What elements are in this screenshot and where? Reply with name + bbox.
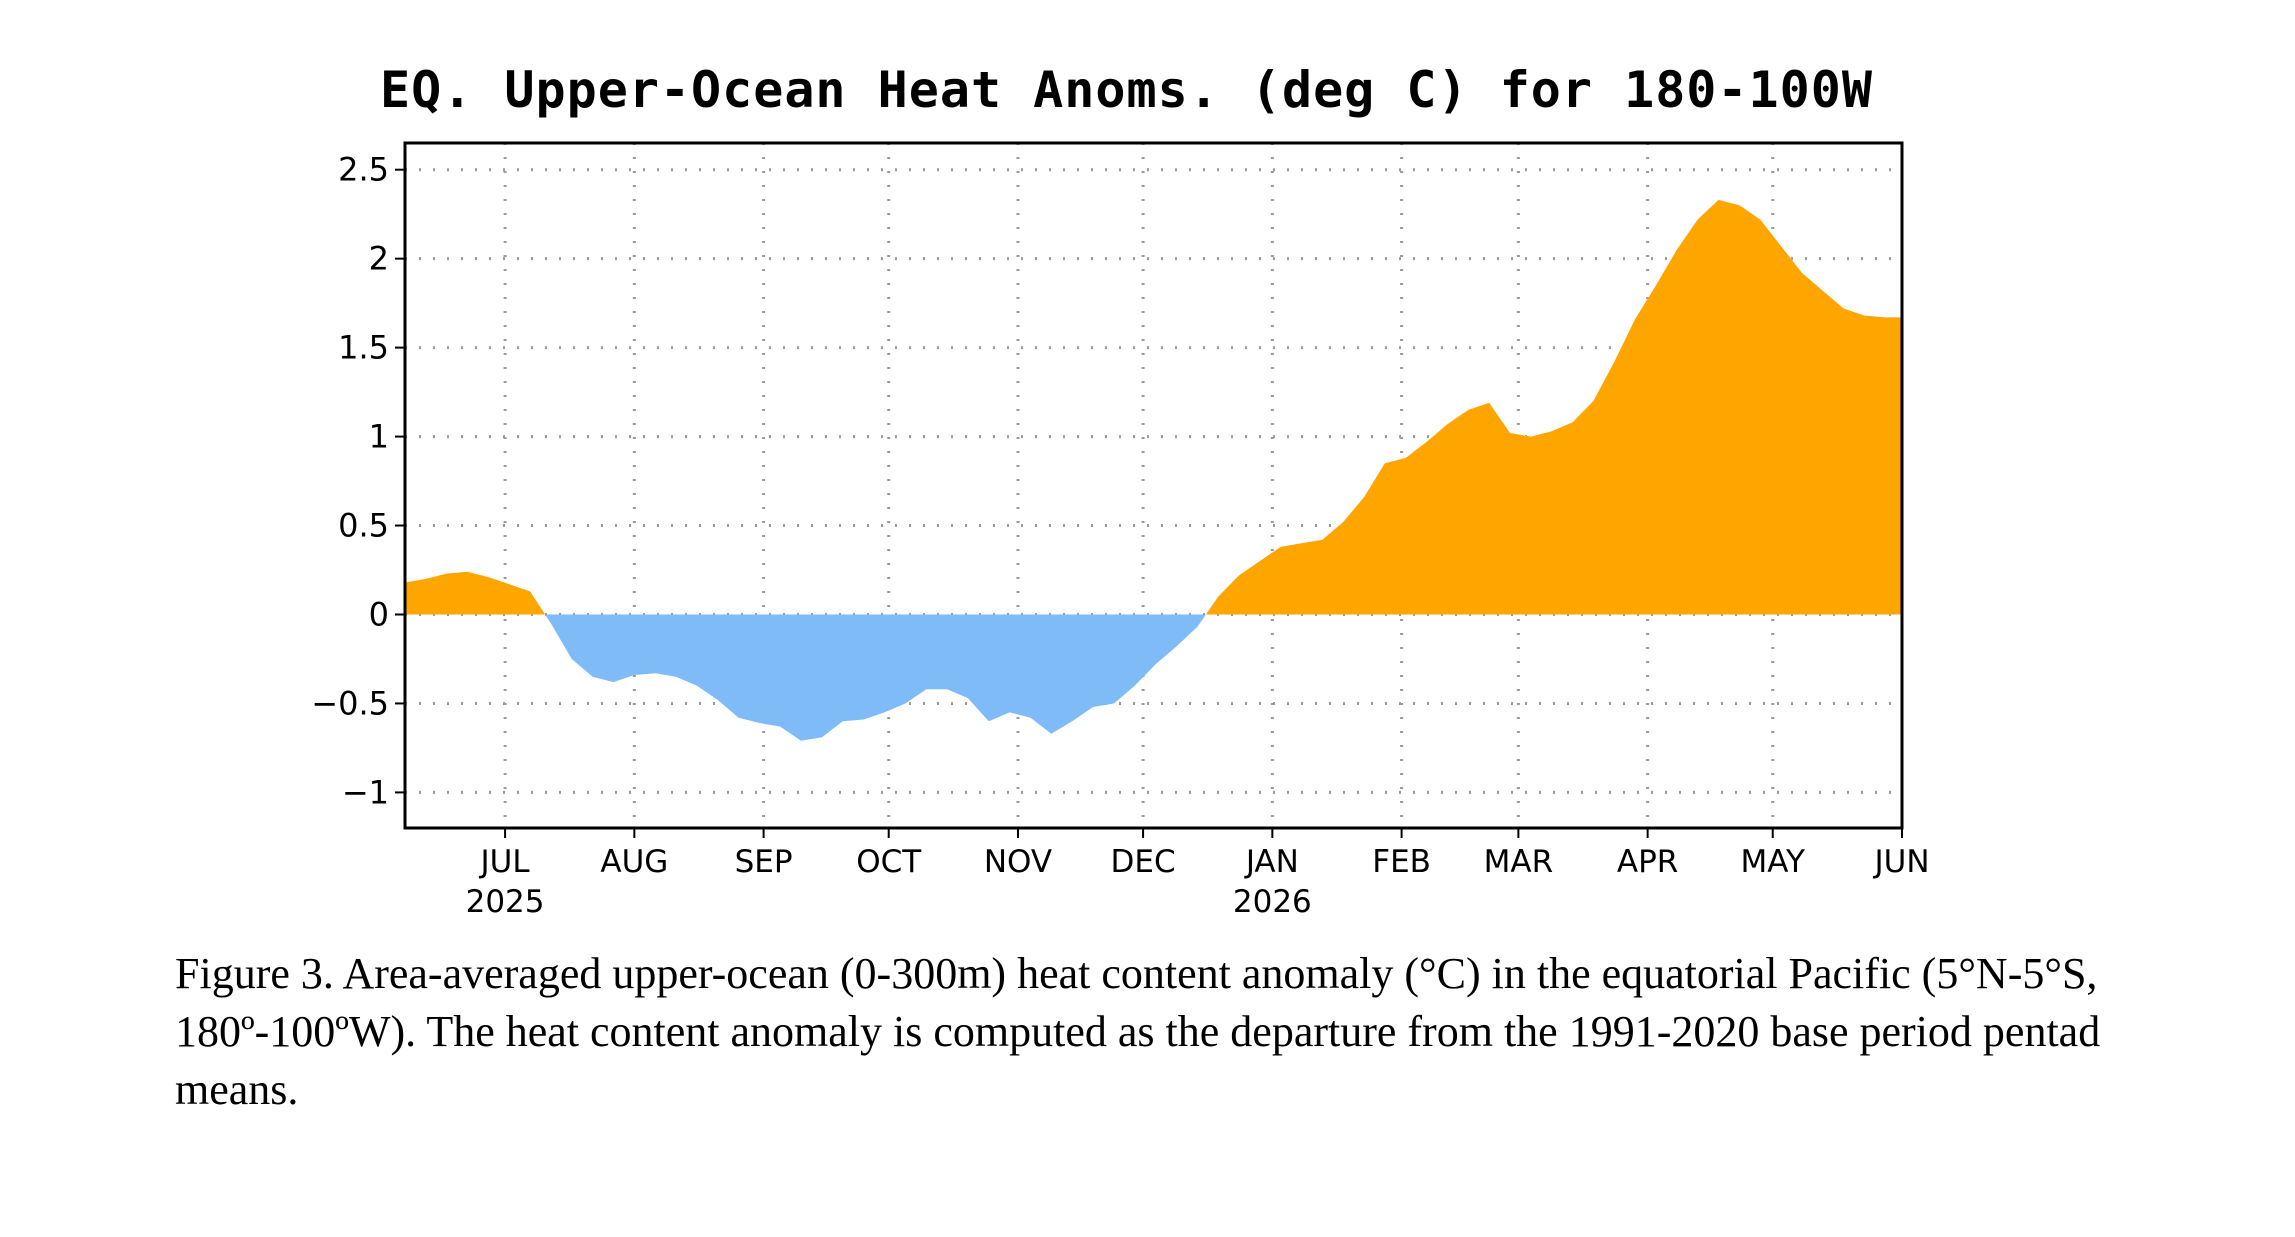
x-tick-month-label: JUL [479, 844, 531, 880]
chart-title: EQ. Upper-Ocean Heat Anoms. (deg C) for … [380, 61, 1873, 119]
y-tick-label: 2 [369, 240, 389, 278]
negative-anomaly-area [405, 614, 1902, 741]
x-tick-month-label: JUN [1872, 844, 1929, 880]
x-tick-month-label: JAN [1244, 844, 1299, 880]
y-tick-label: 2.5 [338, 151, 389, 189]
x-tick-month-label: AUG [600, 844, 668, 880]
y-tick-label: 1 [369, 418, 389, 456]
y-tick-label: 0.5 [338, 507, 389, 545]
x-tick-month-label: FEB [1372, 844, 1431, 880]
figure-caption: Figure 3. Area-averaged upper-ocean (0-3… [175, 949, 2101, 1114]
chart-area: 2.5 2 1.5 1 0.5 0 −0.5 −1 JUL 2025 AUG SEP OCT NOV DE… [311, 141, 1930, 920]
anomaly-area [405, 199, 1902, 741]
x-tick-year-label: 2025 [466, 884, 545, 920]
x-tick-month-label: NOV [984, 844, 1052, 880]
y-tick-labels: 2.5 2 1.5 1 0.5 0 −0.5 −1 [311, 151, 389, 812]
axes [395, 141, 1904, 838]
positive-anomaly-area [405, 199, 1902, 615]
x-tick-month-label: OCT [856, 844, 922, 880]
y-tick-label: −1 [342, 773, 389, 811]
y-tick-label: 0 [369, 595, 389, 633]
x-tick-month-label: SEP [735, 844, 793, 880]
x-tick-month-label: MAY [1740, 844, 1805, 880]
x-tick-labels: JUL 2025 AUG SEP OCT NOV DEC JAN 2026 FEB MAR APR MA… [466, 844, 1930, 920]
x-tick-month-label: MAR [1484, 844, 1554, 880]
plot-frame [403, 141, 1904, 830]
x-tick-year-label: 2026 [1233, 884, 1312, 920]
y-tick-label: −0.5 [311, 684, 389, 722]
x-tick-month-label: DEC [1111, 844, 1176, 880]
x-tick-month-label: APR [1617, 844, 1678, 880]
y-tick-label: 1.5 [338, 329, 389, 367]
